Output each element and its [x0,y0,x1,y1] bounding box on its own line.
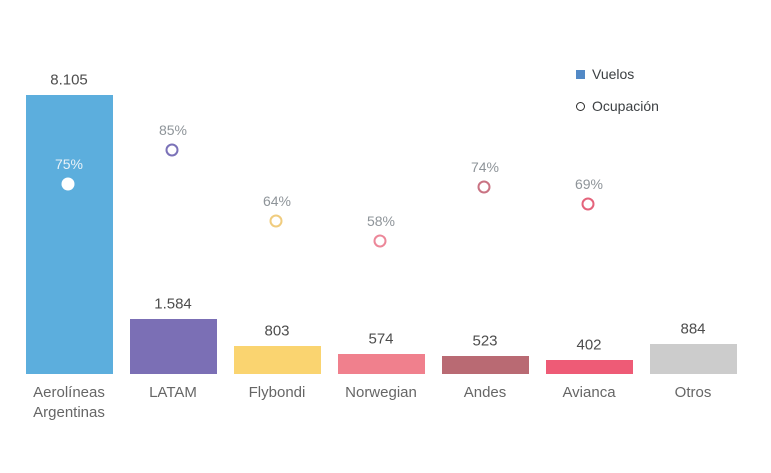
occupancy-label-andes: 74% [470,159,500,176]
legend-label-ocupacion: Ocupación [592,98,659,114]
bar-value-andes: 523 [472,332,498,350]
bar-andes[interactable] [441,356,529,374]
legend-label-vuelos: Vuelos [592,66,635,82]
category-label-aerolineas-argentinas: Aerolíneas Argentinas [33,384,105,421]
occupancy-marker-avianca[interactable] [581,197,595,211]
bar-norwegian[interactable] [337,354,425,374]
category-label-otros: Otros [674,384,712,401]
category-label-norwegian: Norwegian [345,384,417,401]
category-label-latam: LATAM [149,384,197,401]
occupancy-marker-andes[interactable] [477,180,491,194]
occupancy-marker-aerolineas-argentinas[interactable] [61,177,75,191]
bar-value-norwegian: 574 [368,330,394,348]
ocupacion-legend-circle-icon [576,101,585,111]
bar-value-latam: 1.584 [154,295,192,313]
occupancy-label-flybondi: 64% [262,192,292,209]
bar-value-otros: 884 [680,320,706,338]
legend: Vuelos Ocupación [576,66,659,114]
bar-flybondi[interactable] [233,346,321,374]
bar-latam[interactable] [129,319,217,374]
bar-value-aerolineas-argentinas: 8.105 [50,71,88,89]
legend-item-ocupacion[interactable]: Ocupación [576,98,659,114]
occupancy-label-latam: 85% [158,122,188,139]
bar-value-avianca: 402 [576,336,602,354]
bar-aerolineas-argentinas[interactable] [25,95,113,374]
bar-avianca[interactable] [545,360,633,374]
bar-otros[interactable] [649,344,737,374]
category-label-andes: Andes [463,384,507,401]
category-label-flybondi: Flybondi [248,384,306,401]
occupancy-label-avianca: 69% [574,175,604,192]
occupancy-marker-latam[interactable] [165,143,179,157]
occupancy-marker-norwegian[interactable] [373,234,387,248]
occupancy-marker-flybondi[interactable] [269,214,283,228]
legend-item-vuelos[interactable]: Vuelos [576,66,659,82]
bar-value-flybondi: 803 [264,322,290,340]
vuelos-legend-square-icon [576,69,585,79]
category-label-avianca: Avianca [562,384,616,401]
occupancy-label-aerolineas-argentinas: 75% [54,155,84,172]
occupancy-label-norwegian: 58% [366,213,396,230]
